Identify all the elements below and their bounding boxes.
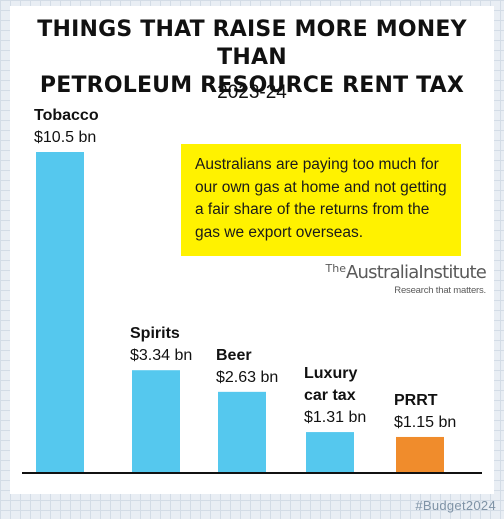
category-label-prrt: PRRT bbox=[394, 392, 438, 409]
bar-beer bbox=[218, 391, 266, 472]
bar-tobacco bbox=[36, 152, 84, 472]
bar-spirits bbox=[132, 370, 180, 472]
value-label-prrt: $1.15 bn bbox=[394, 414, 456, 431]
bar-chart: Tobacco $10.5 bn Spirits $3.34 bn Beer $2.63 … bbox=[22, 107, 482, 474]
callout-box: Australians are paying too much for our … bbox=[181, 144, 461, 256]
callout-text: Australians are paying too much for our … bbox=[195, 156, 447, 241]
chart-subtitle: 2023-24 bbox=[217, 82, 287, 103]
title-line-1: THINGS THAT RAISE MORE MONEY THAN bbox=[37, 17, 467, 70]
chart-title: THINGS THAT RAISE MORE MONEY THAN PETROL… bbox=[10, 16, 494, 100]
category-label-beer: Beer bbox=[216, 347, 252, 364]
logo-wordmark: TheAustraliaInstitute bbox=[300, 262, 487, 283]
value-label-beer: $2.63 bn bbox=[216, 369, 278, 386]
value-label-luxury-car-tax: $1.31 bn bbox=[304, 409, 366, 426]
logo-name: AustraliaInstitute bbox=[346, 262, 487, 283]
logo-prefix: The bbox=[325, 262, 347, 275]
australia-institute-logo: TheAustraliaInstitute Research that matt… bbox=[300, 262, 487, 296]
title-line-2: PETROLEUM RESOURCE RENT TAX bbox=[39, 73, 465, 98]
category-label-tobacco: Tobacco bbox=[34, 107, 99, 124]
bar-prrt bbox=[396, 436, 444, 472]
category-label-luxury-car-tax-2: car tax bbox=[304, 387, 356, 404]
value-label-spirits: $3.34 bn bbox=[130, 347, 192, 364]
hashtag-label: #Budget2024 bbox=[415, 498, 496, 513]
category-label-luxury-car-tax-1: Luxury bbox=[304, 365, 357, 382]
chart-card: THINGS THAT RAISE MORE MONEY THAN PETROL… bbox=[10, 6, 494, 494]
value-label-tobacco: $10.5 bn bbox=[34, 129, 96, 146]
category-label-spirits: Spirits bbox=[130, 325, 180, 342]
bar-luxury-car-tax bbox=[306, 432, 354, 472]
logo-tagline: Research that matters. bbox=[394, 285, 486, 296]
